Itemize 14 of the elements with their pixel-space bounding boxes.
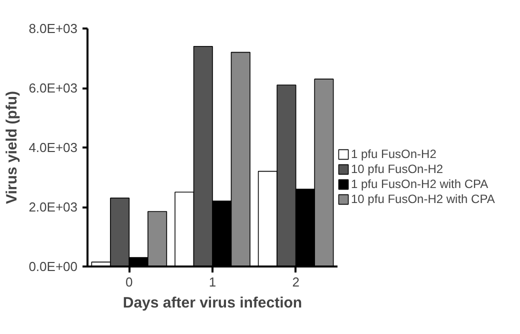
x-axis-title: Days after virus infection bbox=[122, 294, 302, 312]
y-tick-label: 8.0E+03 bbox=[28, 21, 78, 36]
y-tick-label: 2.0E+03 bbox=[28, 200, 78, 214]
y-axis-title: Virus yield (pfu) bbox=[4, 90, 21, 204]
y-tick-label: 6.0E+03 bbox=[28, 80, 78, 96]
x-tick-label: 0 bbox=[126, 274, 133, 290]
legend-label: 1 pfu FusOn-H2 with CPA bbox=[351, 177, 488, 191]
y-tick-label: 0.0E+00 bbox=[28, 259, 78, 274]
x-tick-label: 2 bbox=[292, 274, 300, 290]
x-tick-label: 1 bbox=[208, 274, 216, 290]
legend-label: 10 pfu FusOn-H2 bbox=[351, 162, 444, 176]
legend-label: 1 pfu FusOn-H2 bbox=[351, 147, 436, 161]
legend-label: 10 pfu FusOn-H2 with CPA bbox=[351, 192, 495, 206]
y-tick-label: 4.0E+03 bbox=[28, 140, 78, 155]
